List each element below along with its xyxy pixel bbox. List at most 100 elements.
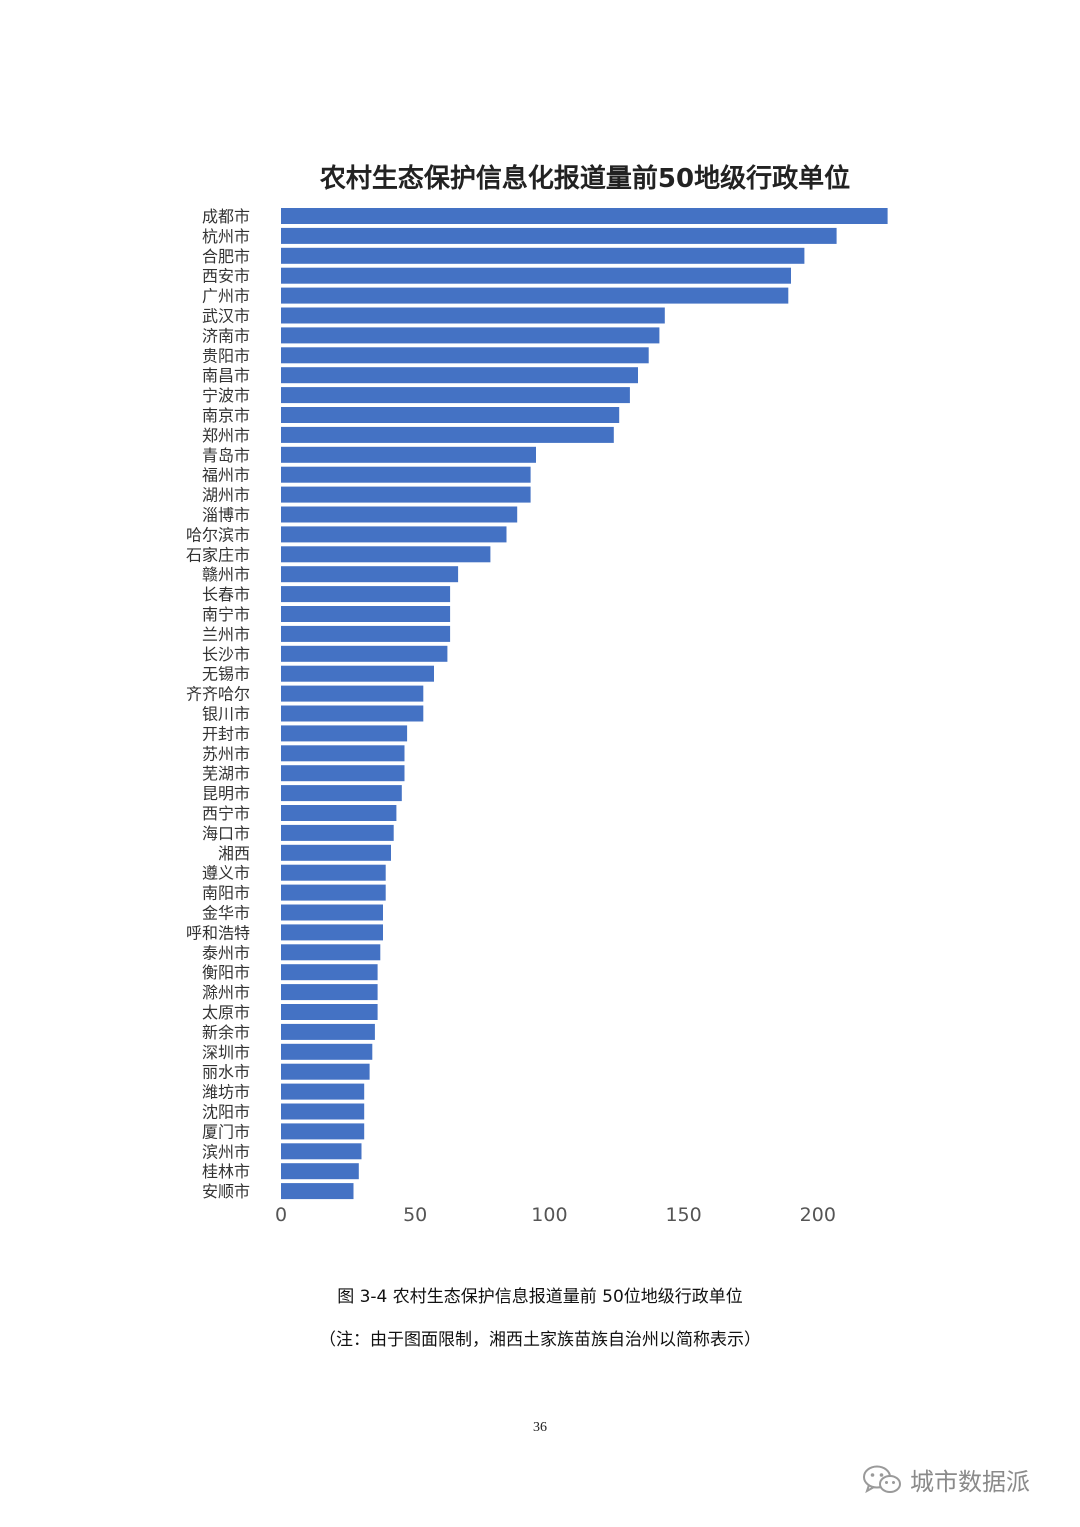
category-label: 南宁市: [202, 605, 250, 624]
category-label: 贵阳市: [202, 346, 250, 365]
category-label: 南京市: [202, 406, 250, 425]
category-label: 长春市: [202, 585, 250, 604]
bar: [281, 1063, 370, 1080]
bar: [281, 267, 791, 284]
category-label: 南阳市: [202, 884, 250, 903]
x-tick-label: 150: [665, 1204, 701, 1226]
category-label: 深圳市: [202, 1043, 250, 1062]
category-label: 西安市: [202, 267, 250, 286]
category-label: 赣州市: [202, 565, 250, 584]
category-label: 杭州市: [202, 227, 250, 246]
category-label: 成都市: [202, 207, 250, 226]
bar: [281, 546, 491, 563]
bar: [281, 665, 434, 682]
bar: [281, 765, 405, 782]
bar: [281, 387, 630, 404]
bar: [281, 426, 614, 443]
category-label: 泰州市: [202, 943, 250, 962]
category-label: 金华市: [202, 904, 250, 923]
x-tick-label: 0: [275, 1204, 287, 1226]
bar: [281, 407, 620, 423]
bar: [281, 586, 451, 603]
bar: [281, 625, 451, 642]
category-label: 滁州市: [202, 983, 250, 1002]
category-label: 西宁市: [202, 804, 250, 823]
bar: [281, 446, 536, 463]
bar: [281, 884, 386, 901]
bar: [281, 566, 459, 583]
bar: [281, 944, 381, 961]
watermark: 城市数据派: [862, 1462, 1030, 1497]
bar: [281, 785, 402, 802]
category-label: 安顺市: [202, 1182, 250, 1201]
bar: [281, 904, 383, 921]
category-label: 长沙市: [202, 645, 250, 664]
bar: [281, 307, 665, 324]
bar: [281, 1183, 354, 1200]
bar: [281, 685, 424, 702]
category-label: 滨州市: [202, 1142, 250, 1161]
bar: [281, 367, 638, 384]
wechat-icon: [862, 1464, 902, 1496]
category-label: 昆明市: [202, 784, 250, 803]
bar: [281, 725, 408, 742]
category-label: 太原市: [202, 1003, 250, 1022]
bar: [281, 745, 405, 762]
category-label: 合肥市: [202, 247, 250, 266]
category-label: 哈尔滨市: [186, 525, 250, 544]
category-label: 丽水市: [202, 1063, 250, 1082]
category-label: 衡阳市: [202, 963, 250, 982]
bar: [281, 227, 837, 244]
page-number: 36: [533, 1420, 547, 1435]
category-label: 新余市: [202, 1023, 250, 1042]
bar: [281, 1004, 378, 1020]
bar: [281, 1163, 359, 1180]
bar: [281, 824, 394, 841]
bar: [281, 1143, 362, 1160]
category-label: 石家庄市: [186, 545, 250, 564]
category-label: 青岛市: [202, 446, 250, 465]
category-label: 淄博市: [202, 506, 250, 525]
bar: [281, 1103, 365, 1120]
bar: [281, 486, 531, 503]
bar: [281, 864, 386, 881]
x-tick-label: 100: [531, 1204, 567, 1226]
bar: [281, 466, 531, 483]
chart-title: 农村生态保护信息化报道量前50地级行政单位: [319, 164, 851, 194]
category-label: 苏州市: [202, 744, 250, 763]
bar: [281, 964, 378, 981]
bar: [281, 645, 448, 662]
category-label: 开封市: [202, 724, 250, 743]
bar: [281, 327, 660, 344]
category-label: 南昌市: [202, 366, 250, 385]
category-label: 遵义市: [202, 864, 250, 883]
bar: [281, 1023, 375, 1040]
figure-caption: 图 3-4 农村生态保护信息报道量前 50位地级行政单位: [337, 1287, 743, 1307]
category-label: 齐齐哈尔: [186, 685, 250, 704]
bar: [281, 208, 888, 224]
bar: [281, 1123, 365, 1140]
category-label: 湘西: [218, 844, 250, 863]
category-label: 无锡市: [202, 665, 250, 684]
category-label: 沈阳市: [202, 1103, 250, 1122]
bar: [281, 805, 397, 821]
category-label: 济南市: [202, 326, 250, 345]
category-label: 武汉市: [202, 307, 250, 326]
bar: [281, 705, 424, 722]
category-label: 福州市: [202, 466, 250, 485]
bar: [281, 347, 649, 364]
category-label: 湖州市: [202, 486, 250, 505]
bar: [281, 984, 378, 1001]
x-tick-label: 200: [800, 1204, 836, 1226]
bar: [281, 1043, 373, 1060]
category-label: 兰州市: [202, 625, 250, 644]
bar: [281, 287, 789, 304]
category-label: 厦门市: [202, 1122, 250, 1141]
category-label: 呼和浩特: [186, 923, 250, 942]
category-label: 银川市: [202, 705, 250, 724]
watermark-text: 城市数据派: [910, 1468, 1030, 1496]
category-label: 桂林市: [202, 1162, 250, 1181]
category-label: 宁波市: [202, 386, 250, 405]
category-label: 郑州市: [202, 426, 250, 445]
